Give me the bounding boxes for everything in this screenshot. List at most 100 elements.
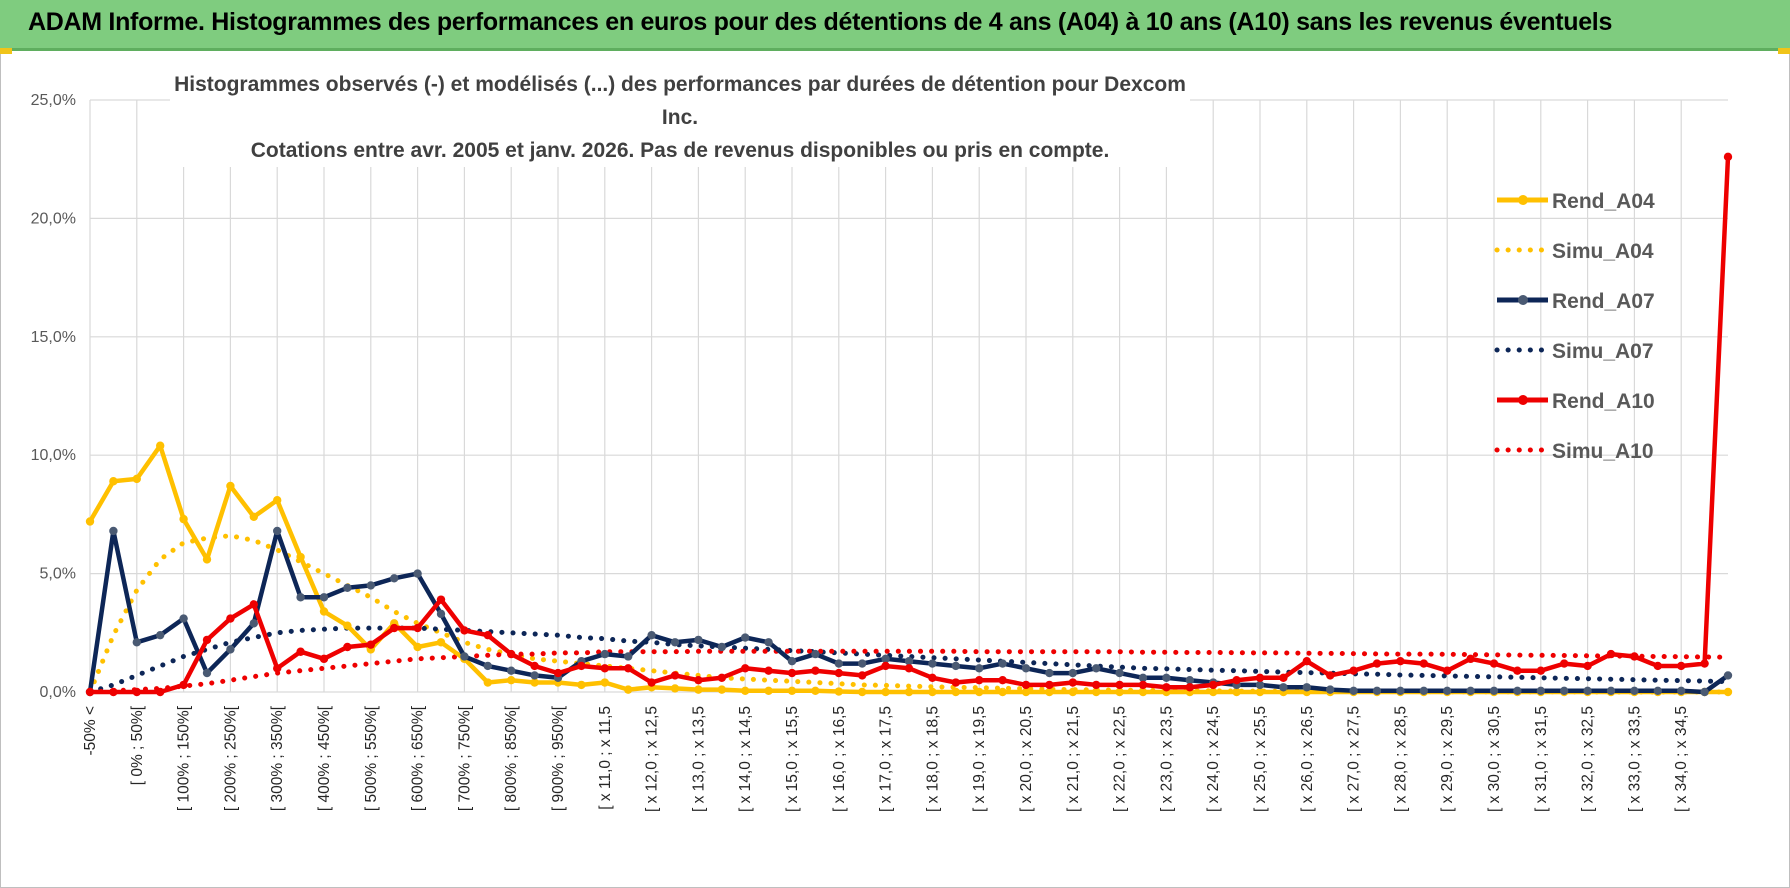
x-tick-label: [ x 11,0 ; x 11,5 xyxy=(597,706,614,810)
x-tick-label: [ 0% ; 50%[ xyxy=(129,705,146,785)
data-point xyxy=(928,673,937,682)
data-point xyxy=(1162,673,1171,682)
data-point xyxy=(132,474,141,484)
data-point xyxy=(507,649,516,659)
data-point xyxy=(741,633,750,642)
data-point xyxy=(1443,666,1452,675)
data-point xyxy=(1489,659,1499,668)
data-point xyxy=(319,654,329,664)
data-point xyxy=(413,623,422,633)
data-point xyxy=(1443,686,1452,696)
y-tick-label: 25,0% xyxy=(31,92,76,109)
data-point xyxy=(787,668,797,678)
data-point xyxy=(249,600,258,609)
data-point xyxy=(109,477,118,486)
data-point xyxy=(507,666,516,675)
data-point xyxy=(413,642,422,652)
x-tick-label: [ x 12,0 ; x 12,5 xyxy=(644,706,661,812)
data-point xyxy=(179,514,188,524)
series-simu-a07 xyxy=(87,625,1731,695)
data-point xyxy=(1700,687,1709,697)
data-point xyxy=(670,671,680,680)
data-point xyxy=(202,668,212,678)
data-point xyxy=(694,635,703,645)
data-point xyxy=(436,609,446,619)
data-point xyxy=(1185,675,1195,685)
data-point xyxy=(1700,659,1709,668)
data-point xyxy=(1326,671,1335,680)
data-point xyxy=(1232,675,1241,685)
data-point xyxy=(998,687,1007,697)
data-point xyxy=(904,664,914,673)
data-point xyxy=(741,664,750,673)
data-point xyxy=(928,659,937,668)
data-point xyxy=(1092,687,1101,697)
x-tick-label: [ x 26,0 ; x 26,5 xyxy=(1299,706,1316,812)
data-point xyxy=(436,638,446,647)
data-point xyxy=(741,686,750,696)
data-point xyxy=(951,687,960,697)
data-point xyxy=(390,623,399,633)
data-point xyxy=(624,685,633,694)
x-tick-label: [ x 22,0 ; x 22,5 xyxy=(1112,706,1129,812)
chart-title-line2: Cotations entre avr. 2005 et janv. 2026.… xyxy=(250,139,1110,162)
data-point xyxy=(343,621,352,630)
data-point xyxy=(1723,687,1733,697)
x-tick-label: [ x 29,0 ; x 29,5 xyxy=(1439,706,1456,812)
y-tick-label: 0,0% xyxy=(40,684,76,701)
legend-label: Rend_A04 xyxy=(1552,190,1655,213)
x-tick-label: [ x 24,0 ; x 24,5 xyxy=(1205,706,1222,812)
data-point xyxy=(156,687,165,697)
chart-legend: Rend_A04 Simu_A04 Rend_A07 Simu_A07 Rend_A10… xyxy=(1494,190,1655,463)
x-tick-label: [ x 28,0 ; x 28,5 xyxy=(1392,706,1409,812)
data-point xyxy=(858,659,867,668)
data-point xyxy=(1138,680,1148,690)
data-point xyxy=(85,687,95,697)
data-point xyxy=(834,687,843,696)
data-point xyxy=(179,614,188,623)
data-point xyxy=(904,687,914,697)
chart-series xyxy=(85,152,1733,697)
data-point xyxy=(1185,683,1195,692)
data-point xyxy=(1466,654,1475,664)
data-point xyxy=(811,686,820,696)
x-tick-label: [ 100% ; 150%[ xyxy=(176,705,193,811)
data-point xyxy=(1606,686,1616,696)
data-point xyxy=(1536,666,1546,675)
legend-label: Rend_A10 xyxy=(1552,390,1655,413)
data-point xyxy=(132,638,141,647)
x-tick-label: [ 700% ; 750%[ xyxy=(456,705,473,811)
data-point xyxy=(1209,687,1218,697)
x-tick-label: [ x 34,0 ; x 34,5 xyxy=(1673,706,1690,812)
x-tick-label: [ 900% ; 950%[ xyxy=(550,705,567,811)
data-point xyxy=(1419,686,1429,696)
legend-item-simu-a04: Simu_A04 xyxy=(1494,240,1654,263)
data-point xyxy=(600,664,609,673)
legend-label: Simu_A10 xyxy=(1552,440,1654,463)
data-point xyxy=(273,664,282,673)
data-point xyxy=(787,686,797,696)
series-line xyxy=(87,625,1731,695)
data-point xyxy=(319,607,329,616)
data-point xyxy=(998,659,1007,668)
data-point xyxy=(1092,664,1101,673)
data-point xyxy=(530,661,539,671)
data-point xyxy=(1045,680,1054,690)
series-rend-a10 xyxy=(85,152,1733,697)
data-point xyxy=(624,664,633,673)
data-point xyxy=(530,678,539,687)
data-point xyxy=(834,668,843,678)
x-tick-label: -50% < xyxy=(82,706,99,756)
data-point xyxy=(156,630,165,640)
data-point xyxy=(1209,680,1218,690)
data-point xyxy=(1045,687,1054,697)
data-point xyxy=(366,640,375,649)
data-point xyxy=(717,673,726,682)
data-point xyxy=(577,680,586,690)
data-point xyxy=(975,675,984,685)
x-axis: -50% < [ 0% ; 50%[[ 100% ; 150%[[ 200% ; … xyxy=(82,705,1690,812)
chart-grid xyxy=(89,99,1728,693)
x-tick-label: [ x 23,0 ; x 23,5 xyxy=(1158,706,1175,812)
data-point xyxy=(1583,686,1592,696)
data-point xyxy=(764,686,773,696)
